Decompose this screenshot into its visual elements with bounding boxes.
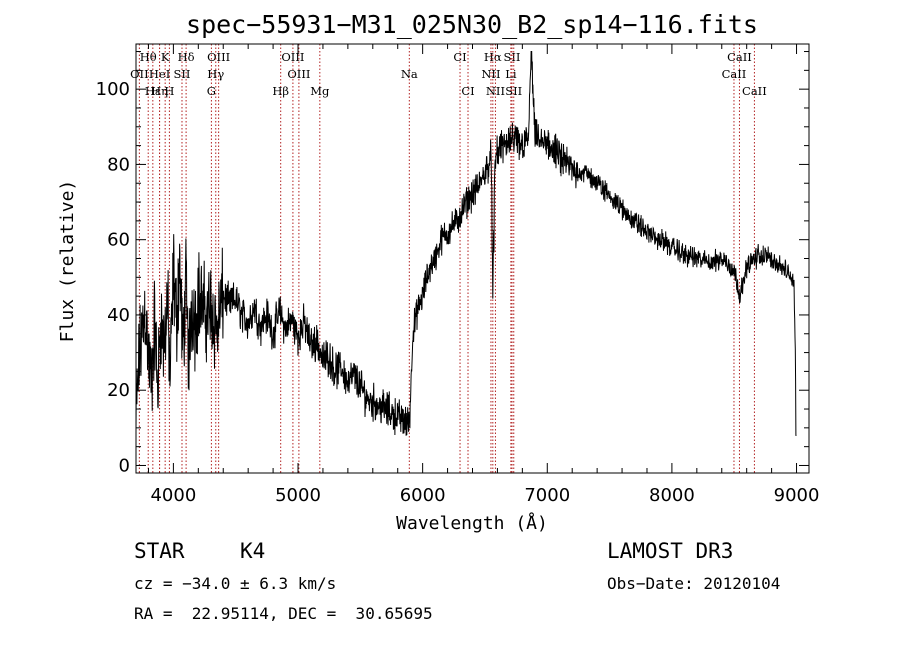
line-id-label: NII — [481, 67, 500, 81]
line-id-label: Hε — [145, 84, 161, 98]
line-id-label: NII — [486, 84, 505, 98]
y-tick-label: 100 — [96, 79, 130, 100]
line-id-label: OIII — [287, 67, 310, 81]
line-id-label: SII — [505, 84, 522, 98]
line-id-label: Hη — [151, 84, 168, 98]
observation-date: Obs−Date: 20120104 — [607, 574, 781, 593]
line-id-label: K — [161, 50, 170, 64]
y-tick-label: 60 — [107, 230, 130, 251]
spectrum-line — [135, 51, 797, 436]
chart-title: spec−55931−M31_025N30_B2_sp14−116.fits — [186, 10, 758, 39]
plot-frame — [135, 43, 810, 474]
line-id-label: CI — [453, 50, 466, 64]
sky-coordinates: RA = 22.95114, DEC = 30.65695 — [134, 604, 433, 623]
y-axis-label: Flux (relative) — [57, 180, 78, 343]
object-class: STAR — [134, 539, 185, 563]
y-tick-label: 80 — [107, 154, 130, 175]
line-id-label: SII — [174, 67, 191, 81]
line-id-label: H — [164, 84, 174, 98]
line-id-label: Hα — [484, 50, 502, 64]
line-id-label: OIII — [281, 50, 304, 64]
survey-name: LAMOST DR3 — [607, 539, 734, 563]
x-axis-label: Wavelength (Å) — [396, 512, 548, 534]
line-id-label: OIII — [207, 50, 230, 64]
x-tick-label: 7000 — [524, 485, 570, 506]
line-id-label: Hδ — [178, 50, 195, 64]
line-id-label: CI — [461, 84, 474, 98]
x-tick-label: 5000 — [275, 485, 321, 506]
line-id-label: Hγ — [207, 67, 224, 81]
x-tick-label: 6000 — [400, 485, 446, 506]
x-tick-label: 8000 — [649, 485, 695, 506]
redshift-cz: cz = −34.0 ± 6.3 km/s — [134, 574, 337, 593]
line-id-label: Mg — [310, 84, 330, 98]
line-id-label: CaII — [727, 50, 752, 64]
line-id-label: Hθ — [140, 50, 157, 64]
spectrum-layer — [135, 51, 797, 436]
line-id-label: Na — [401, 67, 418, 81]
y-tick-label: 20 — [107, 380, 130, 401]
line-id-label: Hβ — [272, 84, 289, 98]
axis-ticks — [136, 44, 809, 473]
y-tick-labels: 0 20 40 60 80 100 — [96, 79, 130, 476]
y-tick-label: 0 — [119, 455, 130, 476]
line-id-label: HeI — [149, 67, 170, 81]
line-id-label: OII — [130, 67, 149, 81]
line-id-label: SII — [504, 50, 521, 64]
spectral-subclass: K4 — [240, 539, 266, 563]
line-id-label: CaII — [742, 84, 767, 98]
x-tick-label: 4000 — [150, 485, 196, 506]
y-tick-label: 40 — [107, 305, 130, 326]
x-tick-labels: 4000 5000 6000 7000 8000 9000 — [150, 485, 819, 506]
x-tick-label: 9000 — [774, 485, 820, 506]
line-id-label: Li — [505, 67, 517, 81]
line-id-label: G — [207, 84, 216, 98]
line-id-label: CaII — [722, 67, 747, 81]
